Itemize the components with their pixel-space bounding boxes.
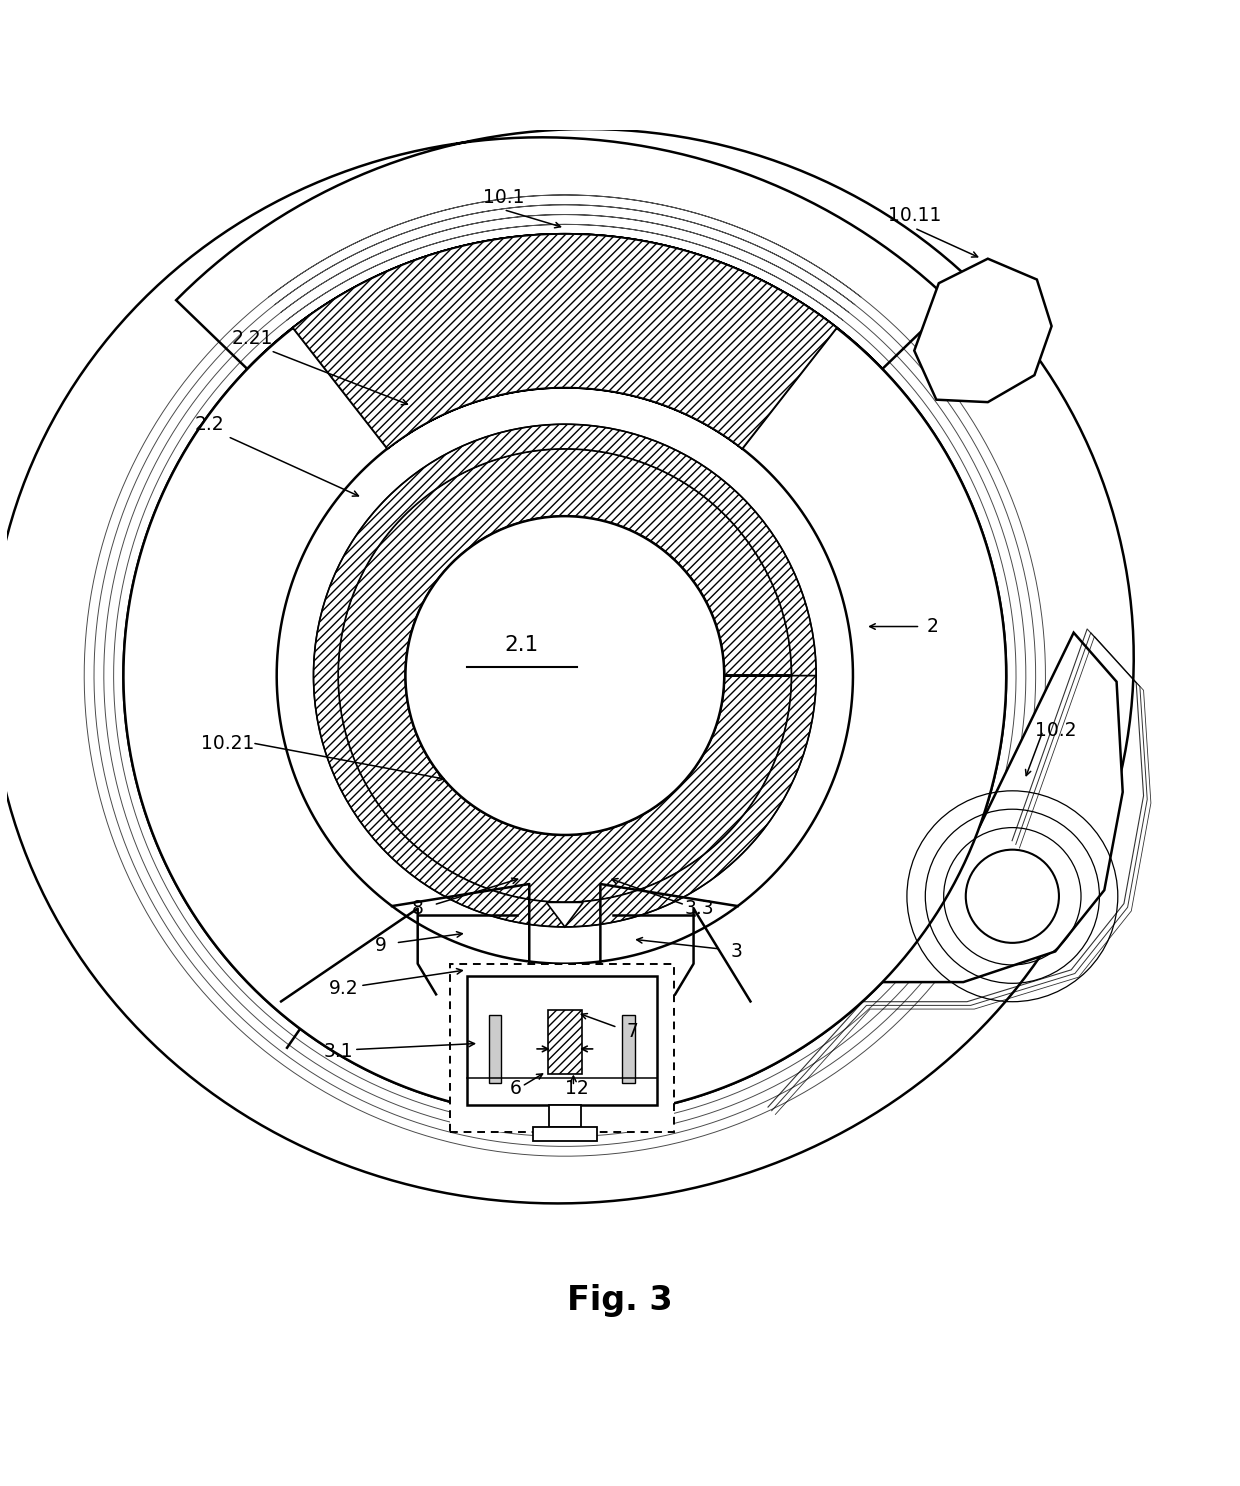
- Circle shape: [405, 516, 724, 835]
- Polygon shape: [293, 235, 837, 449]
- Bar: [450, 964, 675, 1132]
- Bar: [466, 976, 657, 1104]
- Text: 2.21: 2.21: [232, 328, 273, 348]
- Circle shape: [966, 850, 1059, 942]
- Bar: [548, 1010, 582, 1074]
- Text: 8: 8: [412, 899, 424, 918]
- Polygon shape: [124, 235, 1006, 1117]
- Text: 3.3: 3.3: [684, 899, 714, 918]
- Polygon shape: [0, 129, 1133, 1204]
- Text: 10.2: 10.2: [1034, 721, 1076, 740]
- Text: Fig. 3: Fig. 3: [567, 1284, 673, 1318]
- Text: 9.2: 9.2: [330, 979, 358, 997]
- Polygon shape: [547, 902, 583, 927]
- Polygon shape: [914, 259, 1052, 403]
- Bar: [489, 1015, 501, 1083]
- Text: 9: 9: [374, 936, 387, 955]
- Polygon shape: [339, 449, 791, 902]
- Text: 10.11: 10.11: [888, 207, 941, 226]
- Polygon shape: [314, 424, 816, 927]
- Text: 10.21: 10.21: [201, 734, 254, 752]
- Text: 2.1: 2.1: [505, 635, 539, 655]
- Bar: [622, 1015, 635, 1083]
- Text: 3.1: 3.1: [324, 1043, 353, 1061]
- Text: 2: 2: [926, 617, 939, 636]
- Text: 3: 3: [730, 942, 743, 961]
- Text: 12: 12: [565, 1079, 589, 1098]
- Text: 6: 6: [510, 1079, 522, 1098]
- Text: 2.2: 2.2: [195, 415, 224, 434]
- Bar: [549, 1104, 580, 1126]
- Polygon shape: [751, 633, 1122, 1076]
- Bar: [533, 1126, 596, 1141]
- Text: 10.1: 10.1: [482, 187, 525, 207]
- Text: 7: 7: [626, 1022, 639, 1040]
